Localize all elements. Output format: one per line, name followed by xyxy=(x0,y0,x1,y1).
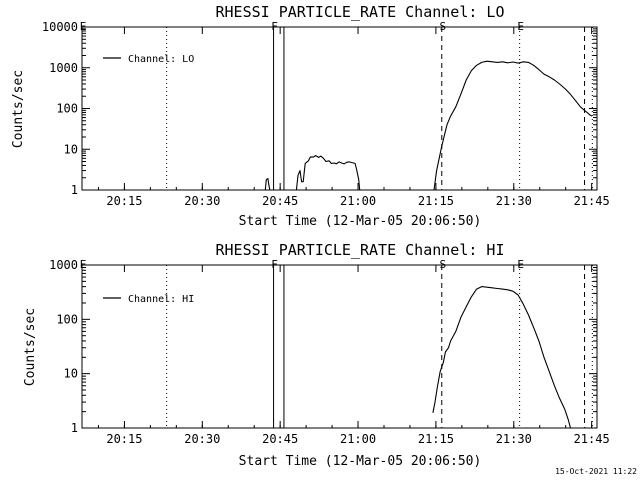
panel-hi-title: RHESSI PARTICLE_RATE Channel: HI xyxy=(216,241,505,259)
x-tick-label: 21:30 xyxy=(496,432,532,446)
x-tick-label: 20:45 xyxy=(262,194,298,208)
panel-hi: RHESSI PARTICLE_RATE Channel: HI 20:15 20… xyxy=(23,241,610,469)
panel-hi-y-axis-label: Counts/sec xyxy=(23,308,38,386)
y-tick-label: 10 xyxy=(64,142,78,156)
event-marker-label: E xyxy=(80,258,87,271)
event-marker-label: E xyxy=(80,20,87,33)
event-marker-label: F xyxy=(271,258,278,271)
panel-hi-y-ticks: 1 10 100 1000 xyxy=(49,258,597,435)
y-tick-label: 100 xyxy=(56,102,78,116)
panel-lo-y-axis-label: Counts/sec xyxy=(11,70,26,148)
event-marker-label: E xyxy=(517,20,524,33)
y-tick-label: 10 xyxy=(64,367,78,381)
x-tick-label: 21:45 xyxy=(574,432,610,446)
y-tick-label: 100 xyxy=(56,312,78,326)
panel-hi-series xyxy=(432,286,572,429)
panel-lo-title: RHESSI PARTICLE_RATE Channel: LO xyxy=(216,3,505,21)
y-tick-label: 1 xyxy=(71,183,78,197)
panel-lo-legend-label: Channel: LO xyxy=(128,54,194,65)
panel-hi-legend-label: Channel: HI xyxy=(128,294,194,305)
panel-lo: RHESSI PARTICLE_RATE Channel: LO 20:15 20… xyxy=(11,3,610,229)
x-tick-label: 20:30 xyxy=(184,432,220,446)
x-tick-label: 21:15 xyxy=(418,432,454,446)
panel-hi-x-ticks: 20:15 20:30 20:45 21:00 21:15 21:30 21:45 xyxy=(97,265,610,446)
y-tick-label: 1000 xyxy=(49,258,78,272)
event-marker-label: S xyxy=(439,258,446,271)
panel-lo-y-ticks: 1 10 100 1000 10000 xyxy=(42,20,597,197)
x-tick-label: 21:00 xyxy=(340,432,376,446)
panel-lo-x-axis-label: Start Time (12-Mar-05 20:06:50) xyxy=(239,214,482,229)
series-line xyxy=(264,178,271,191)
x-tick-label: 20:45 xyxy=(262,432,298,446)
y-tick-label: 10000 xyxy=(42,20,78,34)
x-tick-label: 21:30 xyxy=(496,194,532,208)
y-tick-label: 1 xyxy=(71,421,78,435)
panel-lo-x-ticks: 20:15 20:30 20:45 21:00 21:15 21:30 21:45 xyxy=(97,27,610,208)
event-marker-label: E xyxy=(517,258,524,271)
series-line xyxy=(432,286,572,429)
x-tick-label: 21:45 xyxy=(574,194,610,208)
event-marker-label: F xyxy=(271,20,278,33)
series-line xyxy=(433,60,593,191)
footer-timestamp: 15-Oct-2021 11:22 xyxy=(555,467,637,476)
panel-lo-series xyxy=(264,60,593,191)
x-tick-label: 20:30 xyxy=(184,194,220,208)
x-tick-label: 21:15 xyxy=(418,194,454,208)
y-tick-label: 1000 xyxy=(49,61,78,75)
panel-hi-x-axis-label: Start Time (12-Mar-05 20:06:50) xyxy=(239,454,482,469)
x-tick-label: 21:00 xyxy=(340,194,376,208)
event-marker-label: S xyxy=(439,20,446,33)
panel-hi-frame xyxy=(81,264,598,429)
x-tick-label: 20:15 xyxy=(106,194,142,208)
x-tick-label: 20:15 xyxy=(106,432,142,446)
series-line xyxy=(295,155,361,191)
